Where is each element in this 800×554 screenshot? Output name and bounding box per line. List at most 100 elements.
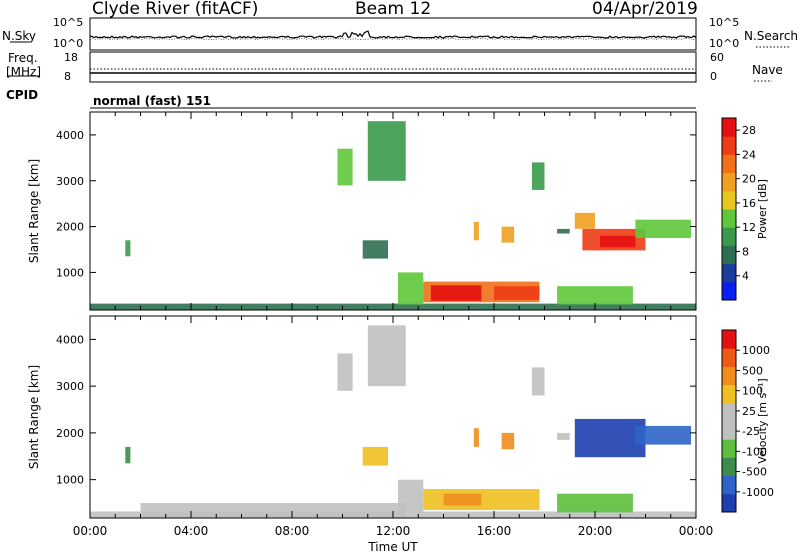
colorbar-segment-2 [722, 457, 736, 477]
x-tick-label: 20:00 [578, 524, 613, 538]
nave-label: Nave [752, 63, 783, 77]
colorbar-segment-1 [722, 475, 736, 495]
data-region-12 [557, 432, 570, 440]
n-search-label: N.Search [744, 29, 799, 43]
y-tick-label: 1000 [56, 474, 84, 487]
data-region-4 [362, 446, 388, 466]
y-tick-label: 2000 [56, 427, 84, 440]
colorbar-segment-4 [722, 209, 736, 228]
n-search-tick-top: 10^5 [709, 16, 740, 29]
date-title: 04/Apr/2019 [592, 0, 698, 19]
data-region-11 [531, 162, 545, 190]
colorbar-tick-label: 24 [742, 148, 756, 161]
x-tick-label: 12:00 [376, 524, 411, 538]
data-region-10 [501, 432, 515, 450]
colorbar-label: Velocity [m s⁻¹] [756, 378, 769, 463]
summary-frame [89, 17, 697, 51]
x-axis-label: Time UT [367, 540, 418, 554]
colorbar-tick-label: -500 [742, 466, 767, 479]
colorbar-segment-8 [722, 136, 736, 155]
power-panel: 1000 2000 3000 4000 Slant Range [km] [27, 111, 697, 311]
colorbar-label: Power [dB] [756, 179, 769, 239]
beam-title: Beam 12 [355, 0, 432, 19]
data-region-9 [473, 428, 479, 447]
colorbar-segment-9 [722, 118, 736, 137]
data-region-6 [398, 479, 424, 513]
colorbar-tick-label: 16 [742, 197, 756, 210]
data-region-2 [140, 503, 406, 517]
data-region-12 [557, 228, 570, 234]
n-sky-tick-bottom: 10^0 [53, 37, 84, 50]
data-region-13 [574, 418, 646, 458]
velocity-panel: 1000 2000 3000 4000 Slant Range [km] [27, 315, 697, 519]
data-region-15 [557, 493, 633, 513]
colorbar-segment-0 [722, 493, 736, 513]
colorbar-segment-7 [722, 366, 736, 386]
colorbar-tick-label: -100 [742, 445, 767, 458]
cpid-label: CPID [6, 88, 39, 102]
n-sky-label: N.Sky [2, 29, 37, 43]
colorbar-segment-2 [722, 245, 736, 265]
y-axis-label: Slant Range [km] [27, 365, 41, 469]
freq-label: Freq. [8, 51, 38, 65]
x-tick-label: 00:00 [679, 524, 714, 538]
data-region-9 [473, 222, 479, 241]
data-region-15 [600, 235, 636, 248]
colorbar-tick-label: 4 [742, 270, 749, 283]
data-region-3 [337, 353, 353, 391]
y-tick-label: 4000 [56, 333, 84, 346]
colorbar-segment-5 [722, 190, 736, 210]
n-search-trace [89, 38, 696, 40]
colorbar-tick-label: 500 [742, 364, 763, 377]
colorbar-segment-3 [722, 227, 736, 246]
data-region-7 [430, 285, 482, 301]
colorbar-segment-6 [722, 172, 736, 192]
data-region-3 [362, 240, 388, 259]
y-tick-label: 3000 [56, 380, 84, 393]
data-region-4 [367, 121, 406, 181]
x-tick-label: 00:00 [73, 524, 108, 538]
x-tick-label: 04:00 [174, 524, 209, 538]
colorbar-segment-6 [722, 384, 736, 404]
data-region-8 [494, 286, 540, 300]
data-region-5 [367, 325, 406, 387]
colorbar-segment-5 [722, 402, 736, 422]
data-region-1 [125, 240, 131, 257]
data-region-14 [635, 425, 691, 445]
data-region-8 [443, 493, 482, 506]
freq-tick-top: 18 [64, 51, 78, 64]
colorbar-tick-label: -25 [742, 425, 760, 438]
colorbar-segment-9 [722, 330, 736, 349]
colorbar-tick-label: 12 [742, 221, 756, 234]
time-axis: 00:00 04:00 08:00 12:00 16:00 20:00 00:00 Time … [73, 524, 714, 554]
colorbar-tick-label: -1000 [742, 486, 774, 499]
n-search-tick-bottom: 10^0 [709, 37, 740, 50]
colorbar-segment-4 [722, 421, 736, 440]
colorbar-frame [721, 117, 737, 301]
data-region-17 [557, 286, 633, 305]
y-tick-label: 4000 [56, 129, 84, 142]
y-tick-label: 3000 [56, 175, 84, 188]
y-tick-label: 2000 [56, 221, 84, 234]
colorbar-segment-1 [722, 263, 736, 283]
data-region-13 [574, 212, 595, 229]
data-region-11 [531, 367, 545, 396]
colorbar-tick-label: 1000 [742, 344, 770, 357]
data-region-10 [501, 226, 515, 243]
freq-frame [89, 51, 697, 83]
colorbar-frame [721, 329, 737, 513]
colorbar-tick-label: 8 [742, 245, 749, 258]
power-colorbar: 4 8 12 16 20 24 28 Power [dB] [721, 117, 769, 301]
y-axis-label: Slant Range [km] [27, 159, 41, 263]
colorbar-segment-8 [722, 348, 736, 367]
colorbar-tick-label: 100 [742, 385, 763, 398]
colorbar-tick-label: 28 [742, 124, 756, 137]
x-tick-label: 16:00 [477, 524, 512, 538]
summary-traces [89, 30, 697, 74]
panel-frames [7, 17, 790, 109]
colorbar-segment-3 [722, 439, 736, 458]
colorbar-tick-label: 20 [742, 173, 756, 186]
nave-tick-top: 60 [710, 51, 724, 64]
x-tick-label: 08:00 [275, 524, 310, 538]
freq-tick-bottom: 8 [64, 70, 71, 83]
